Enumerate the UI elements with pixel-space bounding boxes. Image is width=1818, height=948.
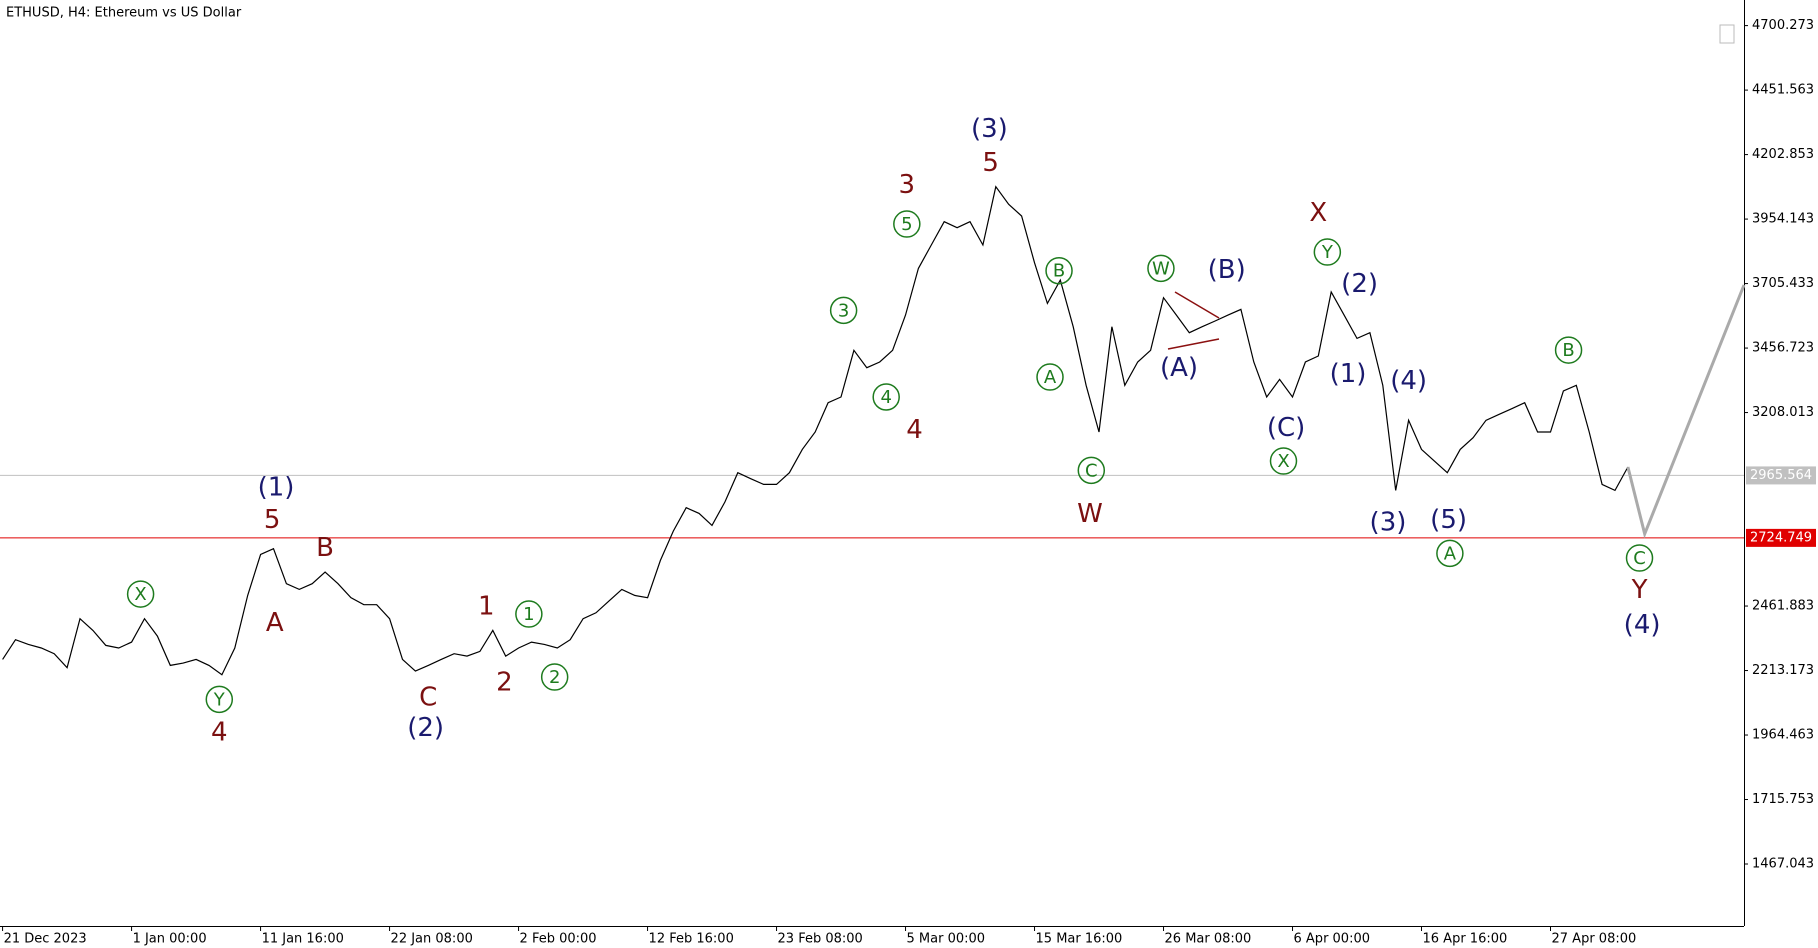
- wave-circle: [829, 296, 858, 325]
- wave-label: 4: [880, 387, 891, 408]
- wave-label: W: [1077, 499, 1103, 529]
- x-tick-label: 22 Jan 08:00: [391, 932, 473, 947]
- wave-label: A: [1044, 367, 1057, 388]
- wave-label: (A): [1160, 353, 1198, 383]
- price-label: 2724.749: [1750, 530, 1812, 545]
- wave-label: 5: [982, 148, 999, 178]
- y-tick-label: 1467.043: [1752, 857, 1814, 872]
- wave-label: C: [1085, 460, 1098, 481]
- wave-label: (5): [1430, 505, 1467, 535]
- price-line-series: [2, 185, 1629, 676]
- wave-label: (C): [1267, 413, 1305, 443]
- wave-label: 5: [901, 214, 912, 235]
- price-label: 2965.564: [1750, 468, 1812, 483]
- wave-label: (2): [1341, 269, 1378, 299]
- triangle-line: [1167, 338, 1220, 350]
- wave-label: X: [134, 584, 146, 605]
- wave-label: (B): [1208, 255, 1246, 285]
- wave-label: 4: [906, 415, 923, 445]
- wave-label: Y: [1321, 242, 1334, 263]
- wave-label: W: [1152, 258, 1170, 279]
- wave-circle: [1313, 238, 1342, 266]
- wave-circle: [1036, 363, 1064, 391]
- wave-circle: [893, 210, 921, 238]
- wave-circle: [1269, 447, 1298, 475]
- wave-label: 3: [899, 170, 916, 200]
- wave-label: 1: [523, 604, 534, 625]
- wave-label: (1): [1330, 359, 1367, 389]
- wave-label: 4: [211, 718, 228, 748]
- wave-label: X: [1277, 451, 1289, 472]
- wave-label: C: [419, 683, 437, 713]
- wave-label: B: [1562, 340, 1574, 361]
- toolbar-icon[interactable]: [1719, 24, 1735, 44]
- triangle-line: [1174, 291, 1220, 319]
- wave-circle: [1077, 456, 1106, 485]
- y-tick-label: 3705.433: [1752, 276, 1814, 291]
- wave-label: (3): [971, 114, 1008, 144]
- wave-label: 2: [549, 667, 560, 688]
- x-tick-label: 16 Apr 16:00: [1423, 932, 1508, 947]
- x-tick-label: 11 Jan 16:00: [262, 932, 344, 947]
- wave-label: B: [1053, 261, 1065, 282]
- y-tick-label: 4202.853: [1752, 147, 1814, 162]
- wave-circle: [515, 600, 543, 628]
- x-tick-label: 15 Mar 16:00: [1036, 932, 1123, 947]
- chart-title: ETHUSD, H4: Ethereum vs US Dollar: [6, 6, 242, 21]
- wave-label: Y: [1631, 575, 1648, 605]
- wave-label: (4): [1624, 610, 1661, 640]
- y-tick-label: 3208.013: [1752, 405, 1814, 420]
- x-tick-label: 26 Mar 08:00: [1165, 932, 1252, 947]
- wave-label: (4): [1390, 366, 1427, 396]
- x-tick-label: 21 Dec 2023: [4, 932, 87, 947]
- wave-label: 5: [264, 505, 281, 535]
- wave-circle: [1554, 336, 1583, 364]
- wave-circle: [1436, 539, 1464, 568]
- x-tick-label: 2 Feb 00:00: [520, 932, 597, 947]
- y-tick-label: 3954.143: [1752, 212, 1814, 227]
- x-tick-label: 23 Feb 08:00: [778, 932, 863, 947]
- wave-label: 2: [496, 668, 513, 698]
- wave-circle: [540, 663, 569, 691]
- wave-circle: [1147, 254, 1175, 283]
- y-tick-label: 4451.563: [1752, 83, 1814, 98]
- wave-label: A: [266, 608, 284, 638]
- price-label-box: [1746, 528, 1816, 547]
- price-label-box: [1746, 466, 1816, 485]
- wave-label: 1: [478, 592, 495, 622]
- wave-label: X: [1309, 198, 1327, 228]
- x-tick-label: 12 Feb 16:00: [649, 932, 734, 947]
- y-tick-label: 1964.463: [1752, 728, 1814, 743]
- wave-label: (3): [1370, 508, 1407, 538]
- wave-label: (2): [407, 713, 444, 743]
- wave-circle: [205, 685, 234, 714]
- wave-label: (1): [258, 473, 295, 503]
- wave-label: 3: [838, 300, 849, 321]
- wave-circle: [126, 580, 155, 608]
- wave-label: Y: [213, 689, 226, 710]
- wave-label: B: [316, 533, 334, 563]
- x-tick-label: 5 Mar 00:00: [907, 932, 986, 947]
- x-tick-label: 27 Apr 08:00: [1552, 932, 1637, 947]
- y-tick-label: 1715.753: [1752, 792, 1814, 807]
- wave-circle: [872, 383, 900, 411]
- wave-circle: [1625, 544, 1654, 572]
- y-tick-label: 2213.173: [1752, 663, 1814, 678]
- y-tick-label: 3456.723: [1752, 341, 1814, 356]
- x-tick-label: 6 Apr 00:00: [1294, 932, 1371, 947]
- wave-label: A: [1444, 543, 1457, 564]
- y-tick-label: 4700.273: [1752, 18, 1814, 33]
- x-tick-label: 1 Jan 00:00: [133, 932, 207, 947]
- y-tick-label: 2461.883: [1752, 599, 1814, 614]
- projection-line: [1626, 284, 1746, 539]
- wave-label: C: [1633, 548, 1646, 569]
- wave-circle: [1045, 256, 1073, 285]
